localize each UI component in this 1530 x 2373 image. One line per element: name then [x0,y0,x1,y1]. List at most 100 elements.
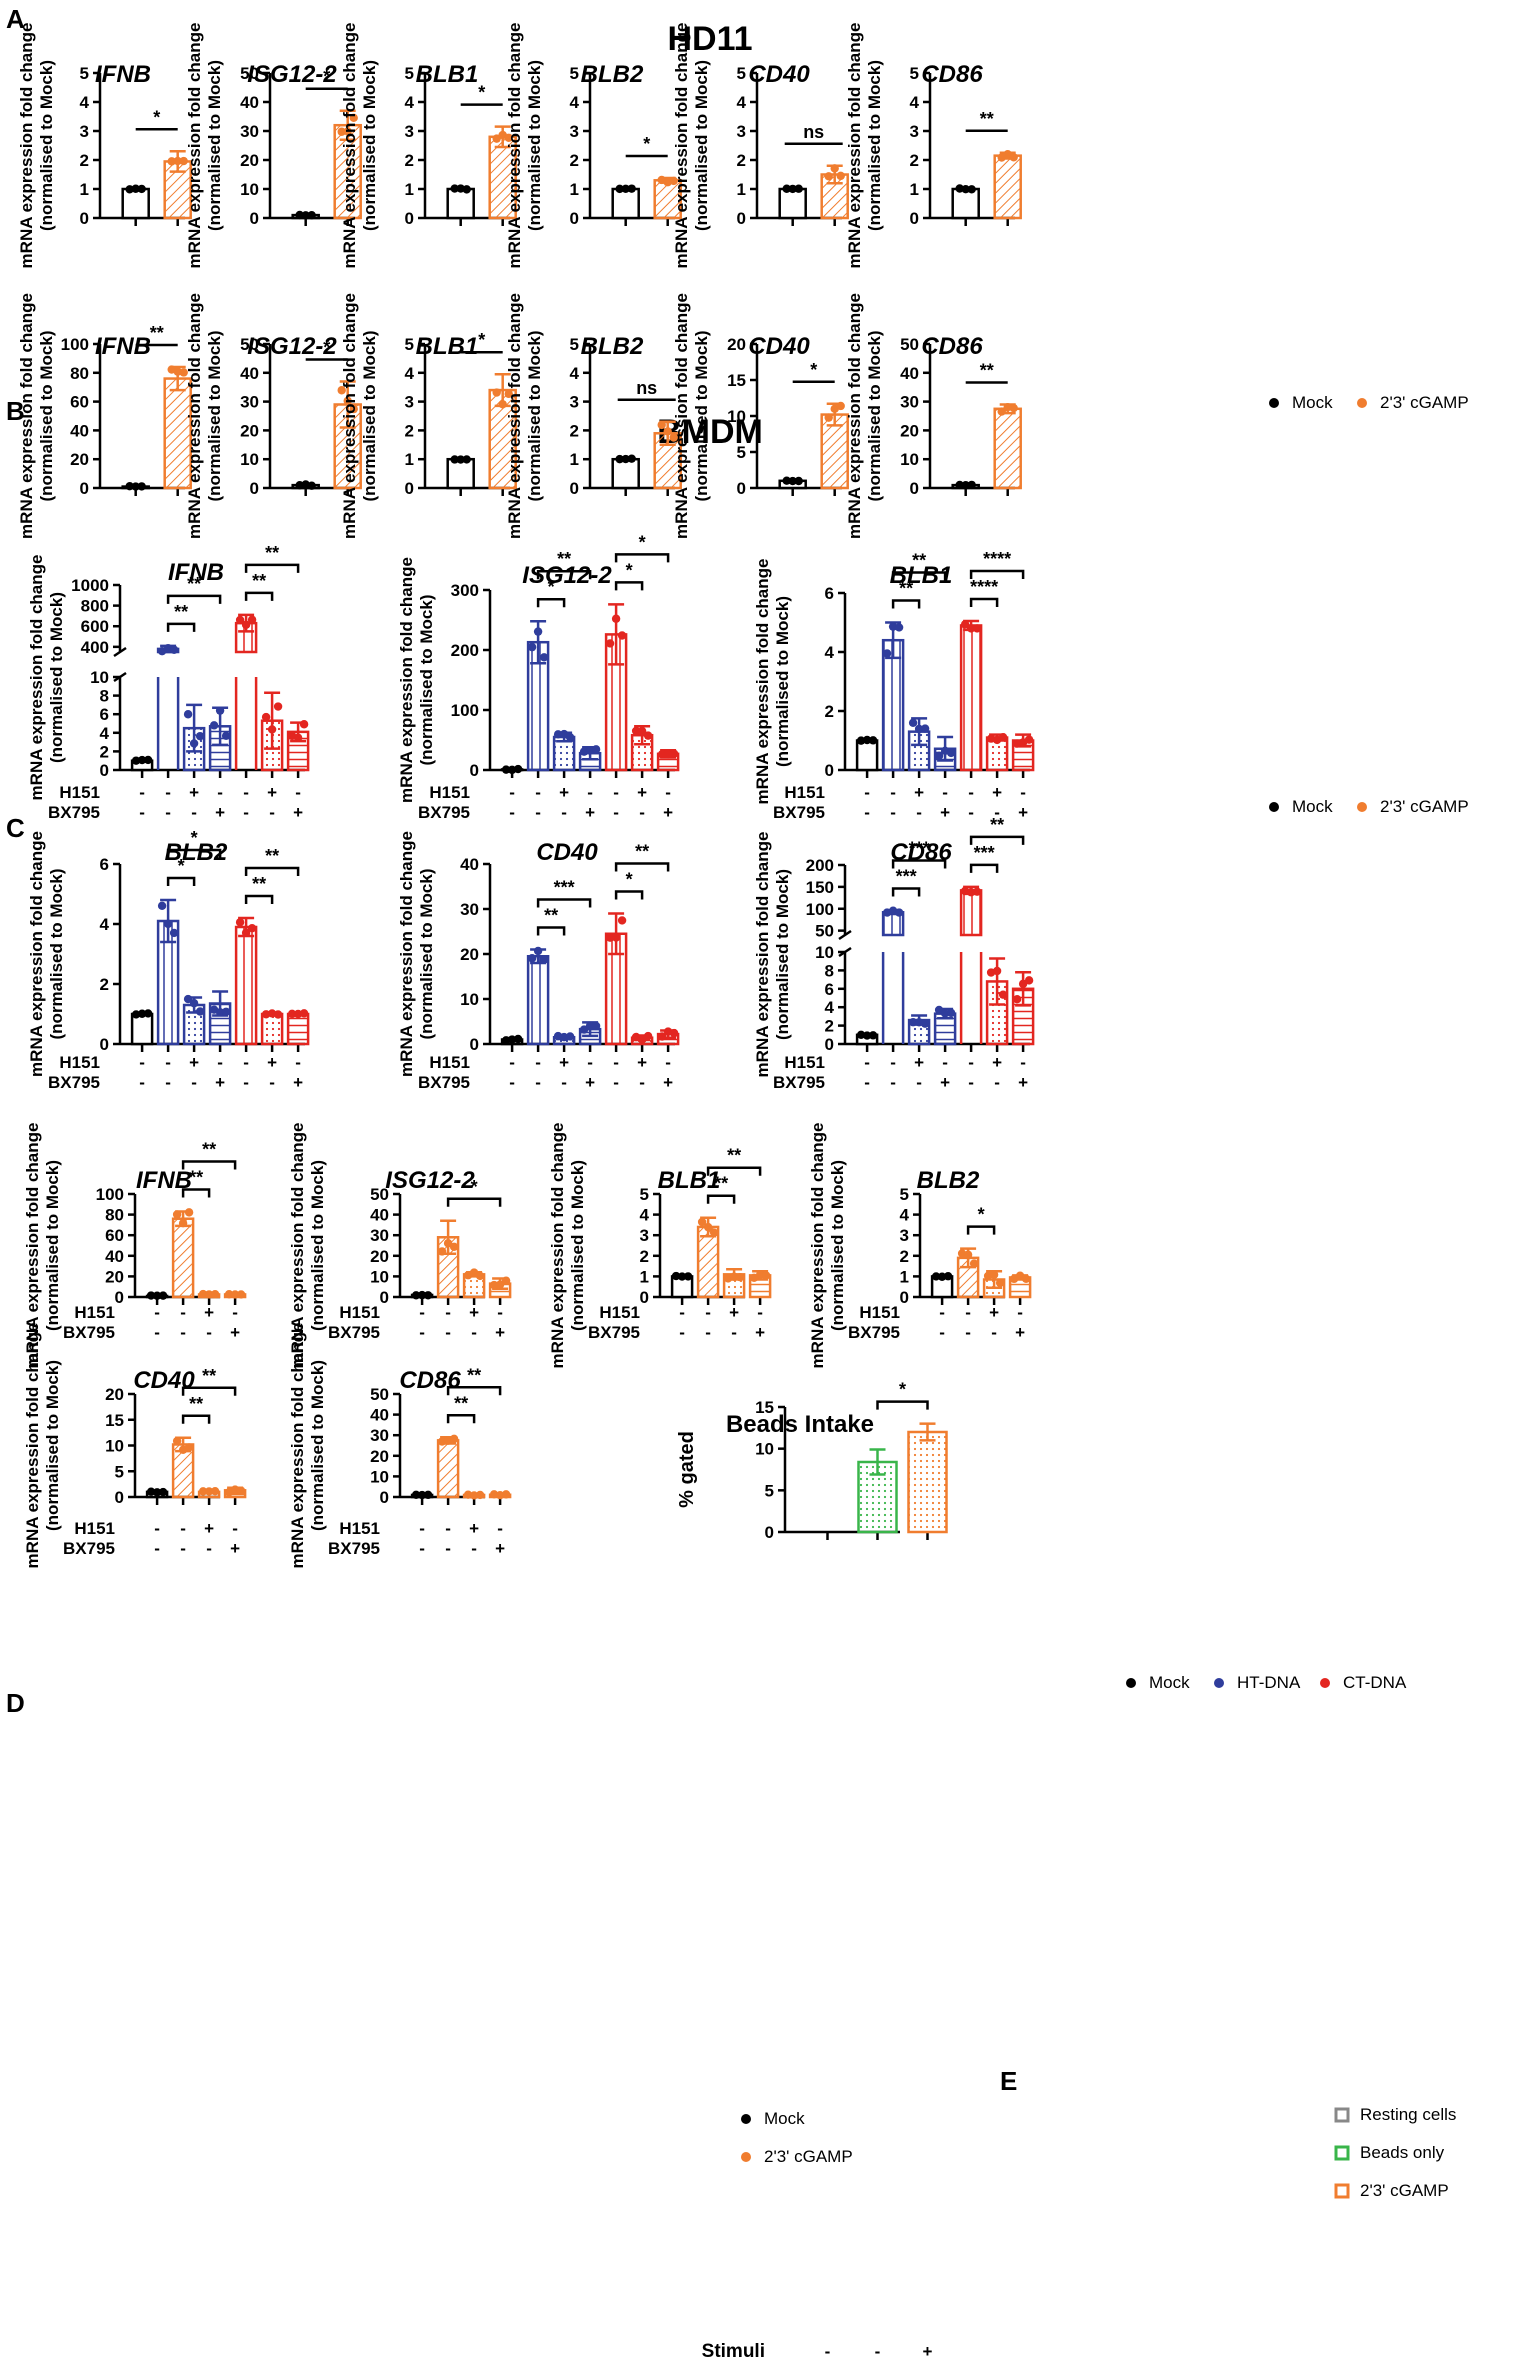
legend-label: Mock [764,2109,805,2128]
treatment-mark: - [243,803,249,822]
treatment-label: BX795 [328,1323,380,1342]
bar [855,739,879,772]
panel-title-a: HD11 [667,20,752,58]
bar [171,1217,195,1299]
data-point [437,1247,447,1256]
y-tick-label: 50 [240,335,259,354]
treatment-label: H151 [429,1053,470,1072]
y-tick-label: 2 [405,421,414,440]
y-tick-label: 0 [100,761,109,780]
data-point [198,1289,208,1299]
y-tick-label: 60 [70,393,89,412]
treatment-mark: - [535,803,541,822]
bar-lower [156,677,180,770]
treatment-mark: - [154,1539,160,1558]
bar [959,889,983,937]
y-tick-label: 10 [240,180,259,199]
legend-label: CT-DNA [1343,1673,1407,1692]
data-point [894,623,904,632]
data-point [908,1018,918,1027]
data-point [615,184,624,194]
data-point [247,924,257,933]
data-point [663,427,672,436]
y-axis-label: (normalised to Mock) [417,869,436,1040]
chart-e-beads-intake: Beads Intake % gated 0 5 10 15 * Stimuli - - + [676,1380,948,2362]
bar [526,955,550,1046]
y-axis-label: mRNA expression fold change [340,293,359,539]
y-tick-label: 20 [460,945,479,964]
data-point [417,1290,427,1300]
data-point [643,1031,653,1041]
data-point [972,887,982,896]
y-tick-label: 4 [825,643,835,662]
data-point [184,1208,194,1217]
data-point [462,185,471,194]
data-point [236,1290,246,1299]
bar-lower [959,952,983,1044]
treatment-mark: + [989,1303,999,1322]
y-axis-label: mRNA expression fold change [340,23,359,269]
treatment-mark: + [230,1539,240,1558]
significance-bracket [181,1160,237,1170]
legend-a: Mock 2'3' cGAMP [1269,393,1469,412]
y-tick-label: 2 [100,975,109,994]
y-tick-label: 3 [910,122,919,141]
treatment-mark: + [559,783,569,802]
data-point [183,710,193,719]
treatment-mark: - [613,803,619,822]
significance-bracket [891,859,947,869]
chart-title: CD40 [748,333,810,360]
panel-label-d: D [6,1688,25,1718]
data-point [137,755,147,765]
y-axis-label: (normalised to Mock) [865,60,884,231]
legend-swatch [1357,802,1367,812]
y-tick-label: 6 [825,584,834,603]
significance-bracket [166,622,196,632]
y-tick-label: 100 [806,900,834,919]
data-point [143,755,153,765]
y-tick-label: 1 [405,180,414,199]
chart-b-ifnb: IFNB mRNA expression fold change (normalis… [17,293,192,539]
y-tick-label: 4 [405,93,415,112]
y-axis-label: mRNA expression fold change [23,1123,42,1369]
bar [993,154,1022,220]
y-tick-label: 0 [910,479,919,498]
y-axis-label: (normalised to Mock) [692,331,711,502]
treatment-mark: + [637,1053,647,1072]
chart-title: IFNB [95,61,151,88]
significance-label: * [323,67,330,87]
y-axis-label: (normalised to Mock) [37,331,56,502]
chart-title: BLB2 [165,839,228,866]
y-tick-label: 3 [737,122,746,141]
y-tick-label: 60 [105,1226,124,1245]
data-point [143,1009,153,1018]
chart-title: BLB2 [917,1167,980,1194]
treatment-mark: - [994,803,1000,822]
y-tick-label: 1 [80,180,89,199]
y-axis-label: (normalised to Mock) [525,331,544,502]
treatment-mark: + [663,1073,673,1092]
data-point [669,176,678,186]
data-point [179,368,188,377]
y-tick-label: 0 [470,761,479,780]
treatment-mark: - [497,1519,503,1538]
y-axis-label: (normalised to Mock) [43,1360,62,1531]
data-point [677,1272,687,1281]
y-tick-label: 0 [405,209,414,228]
y-tick-label: 0 [737,209,746,228]
significance-label: * [626,870,633,890]
treatment-mark: - [968,803,974,822]
data-point [501,1276,511,1285]
data-point [224,1290,234,1299]
data-point [539,653,549,662]
data-point [862,735,872,745]
data-point [498,400,507,409]
data-point [172,1436,182,1446]
y-tick-label: 40 [370,1406,389,1425]
data-point [163,919,173,929]
y-tick-label: 40 [460,855,479,874]
y-tick-label: 5 [80,64,89,83]
data-point [184,1443,194,1452]
significance-label: * [178,856,185,876]
